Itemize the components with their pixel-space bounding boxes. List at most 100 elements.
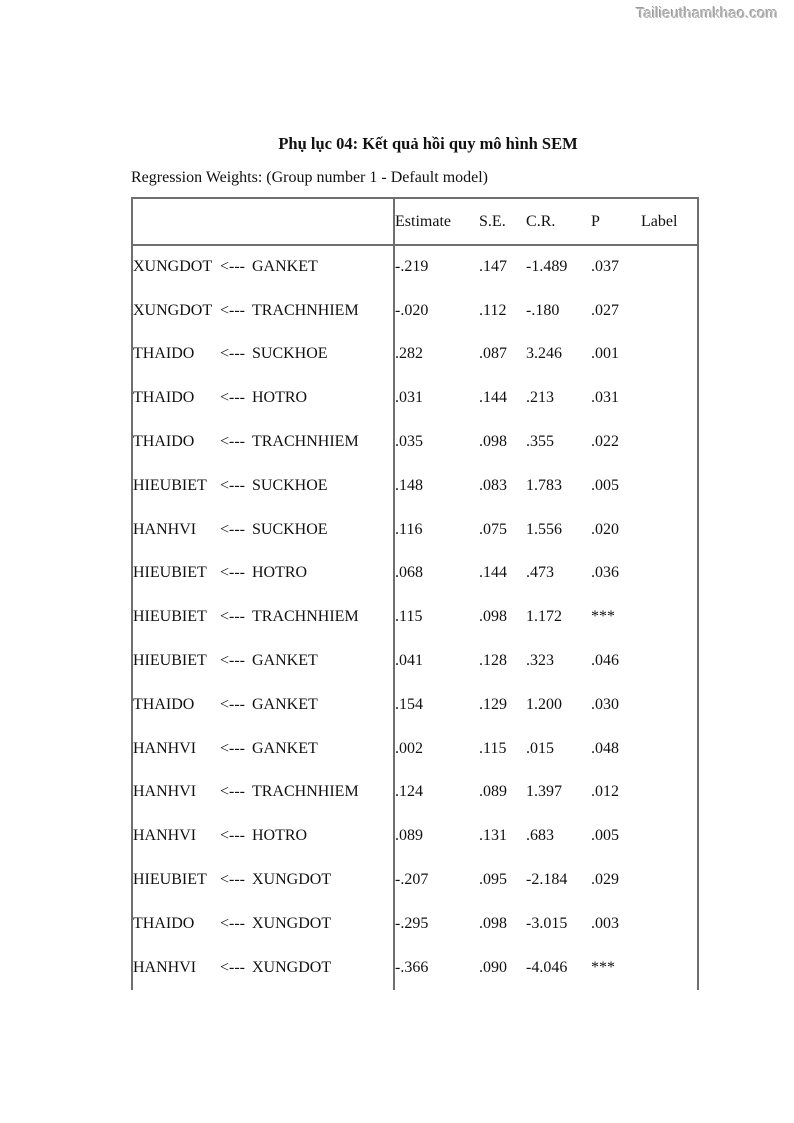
estimate-cell: .068	[393, 551, 480, 596]
cr-cell: .015	[526, 739, 555, 757]
se-cell: .075	[479, 520, 508, 538]
label-cell	[641, 376, 698, 420]
se-cell: .098	[479, 914, 508, 932]
path-arrow: <---	[220, 783, 246, 801]
path-arrow: <---	[220, 345, 246, 363]
estimate-cell: .002	[393, 726, 480, 771]
path-arrow: <---	[220, 958, 246, 976]
header-label: Label	[641, 198, 699, 246]
p-cell: ***	[591, 958, 616, 976]
estimate-cell: .035	[393, 420, 480, 464]
table-row: HANHVI <--- TRACHNHIEM .124 .089 1.397 .…	[132, 770, 698, 815]
dependent-variable-cell: HIEUBIET	[133, 871, 207, 889]
cr-cell: .213	[526, 389, 555, 407]
cr-cell: 1.200	[526, 695, 563, 713]
estimate-cell: .116	[393, 507, 480, 552]
label-cell	[641, 245, 698, 289]
p-cell: .031	[591, 389, 620, 407]
table-header: Estimate S.E. C.R. P Label	[132, 198, 699, 246]
label-cell	[641, 946, 698, 990]
cr-cell: .323	[526, 652, 555, 670]
se-cell: .129	[479, 695, 508, 713]
p-cell: .030	[591, 695, 620, 713]
label-cell	[641, 595, 698, 639]
predictor-variable-cell: GANKET	[252, 652, 318, 670]
label-cell	[641, 464, 698, 508]
dependent-variable-cell: THAIDO	[133, 914, 195, 932]
table-row: HIEUBIET <--- GANKET .041 .128 .323 .046	[132, 639, 698, 683]
dependent-variable-cell: HIEUBIET	[133, 476, 207, 494]
table-row: XUNGDOT <--- GANKET -.219 .147 -1.489 .0…	[132, 245, 698, 289]
p-cell: .029	[591, 871, 620, 889]
label-cell	[641, 814, 698, 858]
p-cell: .003	[591, 914, 620, 932]
path-arrow: <---	[220, 739, 246, 757]
cr-cell: .473	[526, 564, 555, 582]
se-cell: .128	[479, 652, 508, 670]
dependent-variable-cell: HANHVI	[133, 783, 197, 801]
se-cell: .144	[479, 564, 508, 582]
label-cell	[641, 902, 698, 946]
dependent-variable-cell: THAIDO	[133, 433, 195, 451]
label-cell	[641, 552, 698, 596]
estimate-cell: .115	[393, 595, 480, 640]
path-arrow: <---	[220, 301, 246, 319]
dependent-variable-cell: HANHVI	[133, 739, 197, 757]
table-row: THAIDO <--- GANKET .154 .129 1.200 .030	[132, 682, 698, 727]
dependent-variable-cell: THAIDO	[133, 695, 195, 713]
dependent-variable-cell: HIEUBIET	[133, 564, 207, 582]
p-cell: .048	[591, 739, 620, 757]
predictor-variable-cell: XUNGDOT	[252, 958, 332, 976]
predictor-variable-cell: GANKET	[252, 739, 318, 757]
se-cell: .083	[479, 476, 508, 494]
se-cell: .087	[479, 345, 508, 363]
path-arrow: <---	[220, 695, 246, 713]
cr-cell: 1.556	[526, 520, 563, 538]
p-cell: .036	[591, 564, 620, 582]
estimate-cell: .089	[393, 814, 480, 859]
table-row: THAIDO <--- XUNGDOT -.295 .098 -3.015 .0…	[132, 901, 698, 946]
table-row: HANHVI <--- GANKET .002 .115 .015 .048	[132, 726, 698, 771]
page-title: Phụ lục 04: Kết quả hồi quy mô hình SEM	[278, 134, 578, 153]
dependent-variable-cell: XUNGDOT	[133, 258, 213, 276]
predictor-variable-cell: XUNGDOT	[252, 871, 332, 889]
label-cell	[641, 858, 698, 902]
cr-cell: -2.184	[526, 871, 568, 889]
dependent-variable-cell: THAIDO	[133, 345, 195, 363]
p-cell: .012	[591, 783, 620, 801]
estimate-cell: .148	[393, 463, 480, 508]
estimate-cell: -.020	[393, 288, 480, 333]
p-cell: .001	[591, 345, 620, 363]
path-arrow: <---	[220, 871, 246, 889]
estimate-cell: .154	[393, 682, 480, 727]
dependent-variable-cell: XUNGDOT	[133, 301, 213, 319]
cr-cell: .355	[526, 433, 555, 451]
se-cell: .144	[479, 389, 508, 407]
p-cell: .046	[591, 652, 620, 670]
label-cell	[641, 333, 698, 377]
se-cell: .098	[479, 433, 508, 451]
estimate-cell: .282	[393, 332, 480, 377]
path-arrow: <---	[220, 433, 246, 451]
regression-weights-table: Estimate S.E. C.R. P Label XUNGDOT <--- …	[131, 197, 700, 990]
table-row: THAIDO <--- HOTRO .031 .144 .213 .031	[132, 376, 698, 421]
se-cell: .089	[479, 783, 508, 801]
p-cell: .037	[591, 258, 620, 276]
path-arrow: <---	[220, 608, 246, 626]
table-row: HIEUBIET <--- XUNGDOT -.207 .095 -2.184 …	[132, 858, 698, 902]
table-row: HIEUBIET <--- HOTRO .068 .144 .473 .036	[132, 551, 698, 596]
cr-cell: 1.397	[526, 783, 563, 801]
path-arrow: <---	[220, 258, 246, 276]
regression-table-body: XUNGDOT <--- GANKET -.219 .147 -1.489 .0…	[132, 245, 698, 990]
label-cell	[641, 727, 698, 771]
label-cell	[641, 639, 698, 683]
table-row: HIEUBIET <--- SUCKHOE .148 .083 1.783 .0…	[132, 463, 698, 508]
predictor-variable-cell: XUNGDOT	[252, 914, 332, 932]
se-cell: .095	[479, 871, 508, 889]
table-row: HANHVI <--- XUNGDOT -.366 .090 -4.046 **…	[132, 945, 698, 990]
se-cell: .115	[479, 739, 507, 757]
estimate-cell: .041	[393, 639, 480, 683]
p-cell: ***	[591, 608, 616, 626]
table-row: HANHVI <--- HOTRO .089 .131 .683 .005	[132, 814, 698, 859]
